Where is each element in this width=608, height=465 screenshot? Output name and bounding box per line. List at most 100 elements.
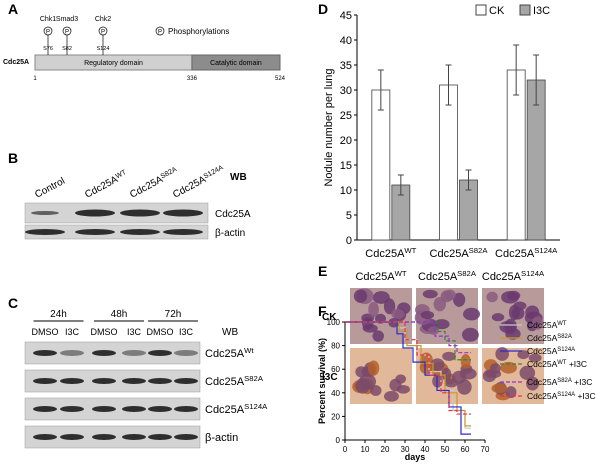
catalytic-domain: [191, 54, 281, 71]
legend-label: Cdc25AWT +I3C: [527, 359, 587, 369]
cell-nucleus: [457, 379, 472, 395]
x-tick-label: 50: [441, 445, 450, 454]
blot-band: [120, 229, 160, 235]
label-text: Cdc25A: [527, 359, 558, 369]
row-label: β-actin: [205, 432, 238, 444]
superscript: S124A: [521, 269, 545, 278]
kinase-label: Chk2: [95, 16, 111, 23]
cell-nucleus: [528, 353, 542, 363]
protein-name: Cdc25A: [3, 59, 29, 66]
phospho-legend-icon: [155, 26, 165, 36]
x-tick-label: Cdc25AS82A: [430, 246, 489, 261]
cell-nucleus: [383, 298, 396, 315]
cell-nucleus: [422, 289, 438, 299]
row-label: Cdc25A: [215, 209, 251, 220]
cell-nucleus: [508, 304, 520, 321]
label-text: Cdc25A: [205, 376, 245, 388]
bar: [439, 84, 458, 241]
blot-band: [92, 378, 116, 384]
cell-nucleus: [384, 390, 399, 402]
x-tick-label: 70: [481, 445, 490, 454]
label-text: Cdc25A: [355, 271, 395, 283]
treatment-label: I3C: [127, 327, 142, 337]
panel-label: B: [8, 150, 18, 166]
blot-band: [122, 434, 146, 440]
label-text: Cdc25A: [527, 346, 558, 356]
blot-band: [163, 229, 203, 235]
blot-band: [174, 378, 198, 384]
y-tick-label: 80: [331, 342, 340, 351]
error-bar: [513, 44, 520, 96]
legend-label: Cdc25AS82A +I3C: [527, 377, 592, 387]
time-label: 48h: [111, 309, 128, 320]
domain-label: Catalytic domain: [210, 60, 262, 67]
survival-curve: [345, 321, 471, 354]
residue-number: 1: [33, 76, 37, 82]
row-label: CK: [322, 312, 337, 323]
cell-nucleus: [367, 360, 380, 376]
cell-nucleus: [430, 358, 445, 371]
cell-nucleus: [491, 313, 505, 322]
cell-nucleus: [419, 360, 434, 375]
y-tick-label: 35: [340, 60, 352, 72]
error-bar: [377, 69, 384, 111]
y-tick-label: 20: [331, 412, 340, 421]
treatment-label: I3C: [65, 327, 80, 337]
panel-label: A: [8, 1, 18, 17]
superscript: S124A: [534, 246, 558, 255]
blot-band: [75, 229, 115, 235]
blot-band: [120, 209, 160, 217]
label-text: +I3C: [566, 359, 587, 369]
domain-label: Regulatory domain: [84, 60, 143, 67]
cell-nucleus: [495, 347, 509, 361]
phospho-symbol: P: [101, 30, 105, 36]
legend-swatch: [475, 4, 487, 16]
row-label: Cdc25AWt: [205, 346, 254, 361]
legend-label: Cdc25AS82A: [527, 333, 572, 343]
panel-label: D: [318, 1, 328, 17]
label-text: Cdc25A: [527, 333, 558, 343]
wb-label: WB: [230, 172, 247, 183]
superscript: WT: [557, 360, 567, 366]
cell-nucleus: [420, 310, 435, 320]
cell-nucleus: [517, 350, 530, 360]
legend-label: Cdc25AWT: [527, 320, 567, 330]
cell-nucleus: [389, 378, 402, 392]
panel-label: E: [318, 263, 327, 279]
y-tick-label: 15: [340, 160, 352, 172]
cell-nucleus: [482, 369, 497, 383]
y-tick-label: 60: [331, 365, 340, 374]
cell-nucleus: [372, 330, 384, 342]
row-label: β-actin: [215, 228, 245, 239]
cell-nucleus: [370, 385, 382, 396]
x-tick-label: Cdc25AWT: [365, 246, 416, 261]
y-tick-label: 20: [340, 135, 352, 147]
phospho-symbol: P: [65, 30, 69, 36]
label-text: Cdc25A: [418, 271, 458, 283]
legend-label: Cdc25AS124A: [527, 346, 575, 356]
y-axis-label: Percent survival (%): [317, 338, 327, 424]
cell-nucleus: [372, 291, 390, 304]
x-tick-label: 10: [361, 445, 370, 454]
superscript: WT: [557, 321, 567, 327]
cell-nucleus: [491, 383, 508, 394]
superscript: S82A: [457, 269, 477, 278]
error-bar: [533, 54, 540, 106]
phospho-legend: Phosphorylations: [168, 27, 229, 36]
label-text: Cdc25A: [482, 271, 522, 283]
site-label: S124: [97, 46, 110, 52]
cell-nucleus: [461, 327, 479, 342]
label-text: +I3C: [572, 377, 593, 387]
blot-band: [33, 350, 57, 356]
label-text: Cdc25A: [495, 248, 535, 260]
panel-label: F: [318, 303, 327, 319]
cell-nucleus: [391, 308, 405, 319]
time-label: 24h: [50, 309, 67, 320]
survival-curve: [345, 321, 471, 415]
superscript: S124A: [557, 392, 575, 398]
y-tick-label: 100: [327, 318, 341, 327]
x-tick-label: 30: [401, 445, 410, 454]
label-text: Cdc25A: [365, 248, 405, 260]
residue-number: 524: [275, 76, 286, 82]
x-tick-label: 40: [421, 445, 430, 454]
